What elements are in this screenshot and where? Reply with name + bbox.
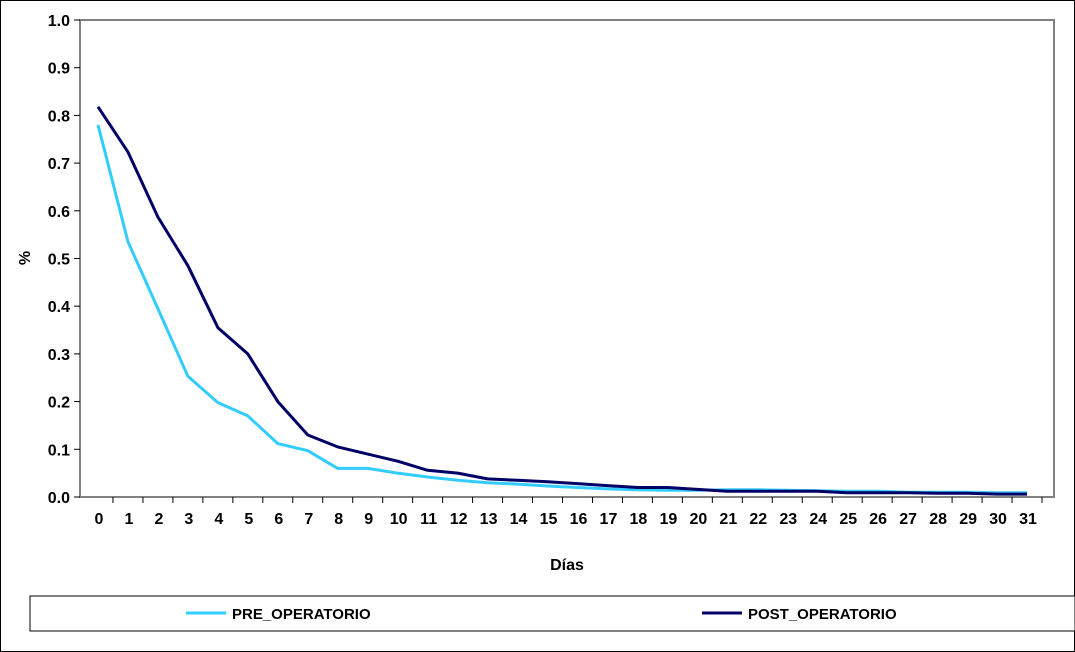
x-tick-label: 1 bbox=[124, 511, 133, 528]
y-axis-title: % bbox=[17, 251, 34, 265]
x-tick-label: 11 bbox=[420, 511, 437, 528]
x-tick-label: 28 bbox=[929, 511, 947, 528]
legend: PRE_OPERATORIO POST_OPERATORIO bbox=[186, 606, 897, 623]
x-tick-label: 25 bbox=[839, 511, 857, 528]
x-tick-label: 20 bbox=[689, 511, 707, 528]
x-tick-label: 21 bbox=[719, 511, 737, 528]
plot-area bbox=[79, 19, 1055, 498]
y-tick-label: 0.5 bbox=[48, 252, 70, 269]
y-tick-label: 1.0 bbox=[48, 13, 70, 30]
x-tick-label: 14 bbox=[510, 511, 528, 528]
x-tick-label: 12 bbox=[450, 511, 468, 528]
x-tick-label: 0 bbox=[95, 511, 104, 528]
x-tick-label: 26 bbox=[869, 511, 887, 528]
y-axis: 0.0 0.1 0.2 0.3 0.4 0.5 0.6 0.7 0.8 0.9 1.0 bbox=[48, 13, 80, 507]
y-tick-label: 0.8 bbox=[48, 108, 70, 125]
x-tick-label: 8 bbox=[334, 511, 343, 528]
y-tick-label: 0.2 bbox=[48, 395, 70, 412]
x-tick-label: 5 bbox=[244, 511, 253, 528]
legend-label: PRE_OPERATORIO bbox=[232, 606, 371, 623]
x-tick-label: 23 bbox=[779, 511, 797, 528]
x-tick-label: 4 bbox=[214, 511, 223, 528]
legend-label: POST_OPERATORIO bbox=[748, 606, 897, 623]
x-tick-label: 29 bbox=[959, 511, 977, 528]
series-layer bbox=[96, 105, 1027, 496]
x-tick-label: 10 bbox=[390, 511, 408, 528]
series-line-post-operatorio bbox=[96, 105, 1027, 496]
x-tick-label: 15 bbox=[540, 511, 558, 528]
x-tick-label: 3 bbox=[184, 511, 193, 528]
y-tick-label: 0.0 bbox=[48, 490, 70, 507]
y-tick-label: 0.4 bbox=[48, 299, 70, 316]
x-tick-label: 2 bbox=[154, 511, 163, 528]
x-tick-label: 24 bbox=[809, 511, 827, 528]
y-tick-label: 0.6 bbox=[48, 204, 70, 221]
x-tick-label: 9 bbox=[364, 511, 373, 528]
y-tick-label: 0.1 bbox=[48, 442, 70, 459]
y-tick-label: 0.9 bbox=[48, 61, 70, 78]
x-tick-label: 7 bbox=[304, 511, 313, 528]
x-tick-label: 17 bbox=[600, 511, 618, 528]
y-tick-label: 0.7 bbox=[48, 156, 70, 173]
x-tick-label: 22 bbox=[749, 511, 767, 528]
x-tick-label: 27 bbox=[899, 511, 917, 528]
x-tick-label: 30 bbox=[989, 511, 1007, 528]
x-axis-title: Días bbox=[550, 557, 584, 574]
x-tick-label: 19 bbox=[659, 511, 677, 528]
x-tick-label: 13 bbox=[480, 511, 498, 528]
y-tick-label: 0.3 bbox=[48, 347, 70, 364]
x-tick-label: 6 bbox=[274, 511, 283, 528]
x-tick-label: 16 bbox=[570, 511, 588, 528]
x-tick-label: 31 bbox=[1019, 511, 1037, 528]
x-tick-label: 18 bbox=[630, 511, 648, 528]
x-axis: 0 1 2 3 4 5 6 7 8 9 10 11 12 13 14 15 16 17 18 19 20 21 22 23 24… bbox=[95, 497, 1043, 528]
